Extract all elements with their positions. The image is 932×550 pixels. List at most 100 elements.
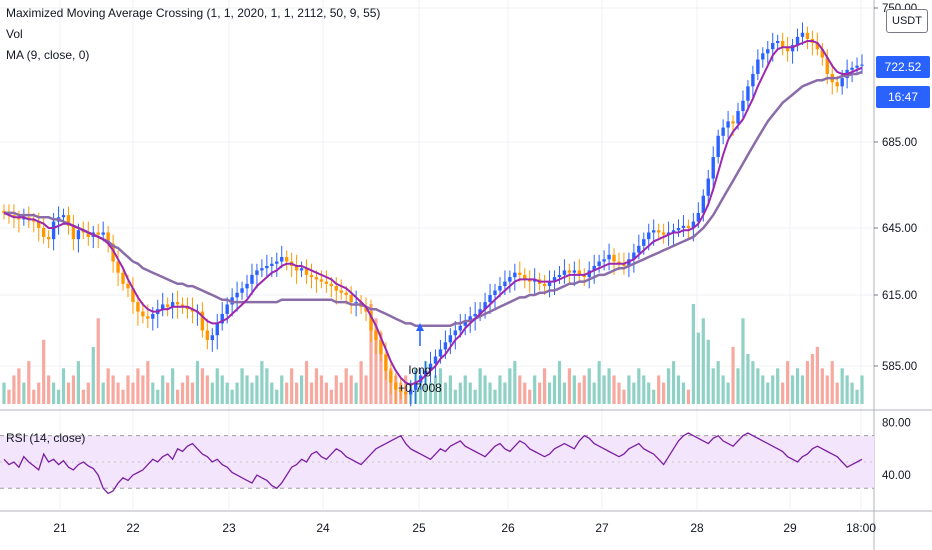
volume-bar — [443, 382, 447, 404]
time-tick-label: 24 — [316, 521, 330, 535]
volume-bar — [761, 375, 765, 404]
candle-body — [101, 232, 105, 235]
volume-bar — [726, 382, 730, 404]
candle-body — [389, 370, 393, 383]
volume-bar — [488, 382, 492, 404]
volume-bar — [81, 389, 85, 404]
volume-bar — [706, 339, 710, 404]
volume-bar — [7, 389, 11, 404]
candle-body — [37, 221, 41, 228]
volume-legend[interactable]: Vol — [6, 27, 23, 41]
volume-bar — [632, 382, 636, 404]
time-tick-label: 27 — [595, 521, 609, 535]
volume-bar — [349, 375, 353, 404]
candle-body — [428, 363, 433, 371]
volume-bar — [433, 375, 438, 404]
volume-bar — [602, 375, 606, 404]
time-axis[interactable]: 21 22 23 24 25 26 27 28 29 18:00 — [53, 521, 876, 535]
volume-bar — [290, 368, 294, 404]
volume-bar — [314, 368, 319, 404]
price-badge: 722.52 — [876, 56, 930, 78]
volume-bar — [190, 382, 195, 404]
volume-bar — [136, 368, 140, 404]
candle-body — [577, 270, 582, 275]
time-tick-label: 21 — [53, 521, 67, 535]
candle-body — [562, 270, 567, 275]
volume-bar — [473, 389, 477, 404]
ma-legend[interactable]: MA (9, close, 0) — [6, 48, 90, 62]
volume-bar — [592, 382, 596, 404]
volume-bar — [66, 382, 71, 404]
volume-bar — [855, 389, 859, 404]
volume-bar — [567, 368, 571, 404]
candle-body — [17, 217, 21, 220]
volume-bar — [810, 354, 815, 404]
volume-bar — [820, 368, 824, 404]
candle-body — [622, 263, 626, 266]
candle-body — [805, 32, 810, 39]
candle-body — [458, 325, 462, 331]
candle-body — [215, 323, 219, 336]
volume-bar — [582, 375, 586, 404]
volume-bar — [71, 375, 76, 404]
rsi-legend[interactable]: RSI (14, close) — [6, 431, 86, 445]
candle-body — [835, 82, 839, 87]
rsi-tick-label: 80.00 — [882, 418, 911, 430]
volume-bar — [156, 389, 160, 404]
candle-body — [66, 215, 71, 226]
annotation-value: +0.7008 — [398, 381, 442, 395]
candle-body — [488, 295, 492, 303]
volume-bar — [304, 361, 309, 404]
long-annotation: long +0.7008 — [398, 323, 442, 395]
candle-body — [126, 283, 130, 289]
candle-body — [12, 215, 16, 218]
candle-body — [552, 277, 557, 282]
candle-body — [364, 306, 368, 312]
volume-bar — [230, 389, 234, 404]
volume-bar — [285, 382, 289, 404]
volume-bar — [319, 375, 324, 404]
volume-bar — [850, 382, 854, 404]
candle-body — [681, 225, 686, 228]
candle-body — [51, 221, 56, 240]
volume-bar — [245, 375, 249, 404]
volume-bar — [175, 389, 180, 404]
candle-body — [225, 304, 229, 314]
candle-body — [508, 277, 512, 282]
volume-bar — [344, 368, 348, 404]
currency-button[interactable]: USDT — [886, 9, 928, 33]
rsi-tick-label: 40.00 — [882, 470, 911, 482]
candle-body — [602, 259, 606, 262]
candle-body — [161, 304, 165, 310]
strategy-legend[interactable]: Maximized Moving Average Crossing (1, 1,… — [6, 6, 381, 20]
candle-body — [319, 279, 324, 282]
candle-body — [766, 49, 770, 54]
volume-bar — [12, 375, 16, 404]
volume-bar — [662, 382, 666, 404]
candle-body — [741, 100, 745, 112]
candle-body — [632, 252, 636, 260]
volume-bar — [265, 368, 269, 404]
volume-bar — [795, 368, 800, 404]
candle-body — [567, 270, 572, 273]
candle-body — [399, 389, 403, 393]
candle-body — [518, 272, 522, 275]
candle-body — [493, 290, 497, 295]
volume-bar — [587, 368, 591, 404]
volume-bar — [329, 389, 333, 404]
volume-bar — [671, 361, 676, 404]
candle-body — [651, 230, 656, 233]
volume-bar — [860, 375, 864, 404]
candle-body — [850, 67, 854, 70]
volume-bar — [96, 318, 100, 404]
candle-body — [711, 157, 715, 179]
time-tick-label: 22 — [126, 521, 140, 535]
volume-bar — [622, 389, 626, 404]
candle-body — [716, 135, 720, 158]
candle-body — [453, 330, 458, 336]
volume-bar — [86, 382, 90, 404]
volume-bar — [731, 346, 735, 404]
